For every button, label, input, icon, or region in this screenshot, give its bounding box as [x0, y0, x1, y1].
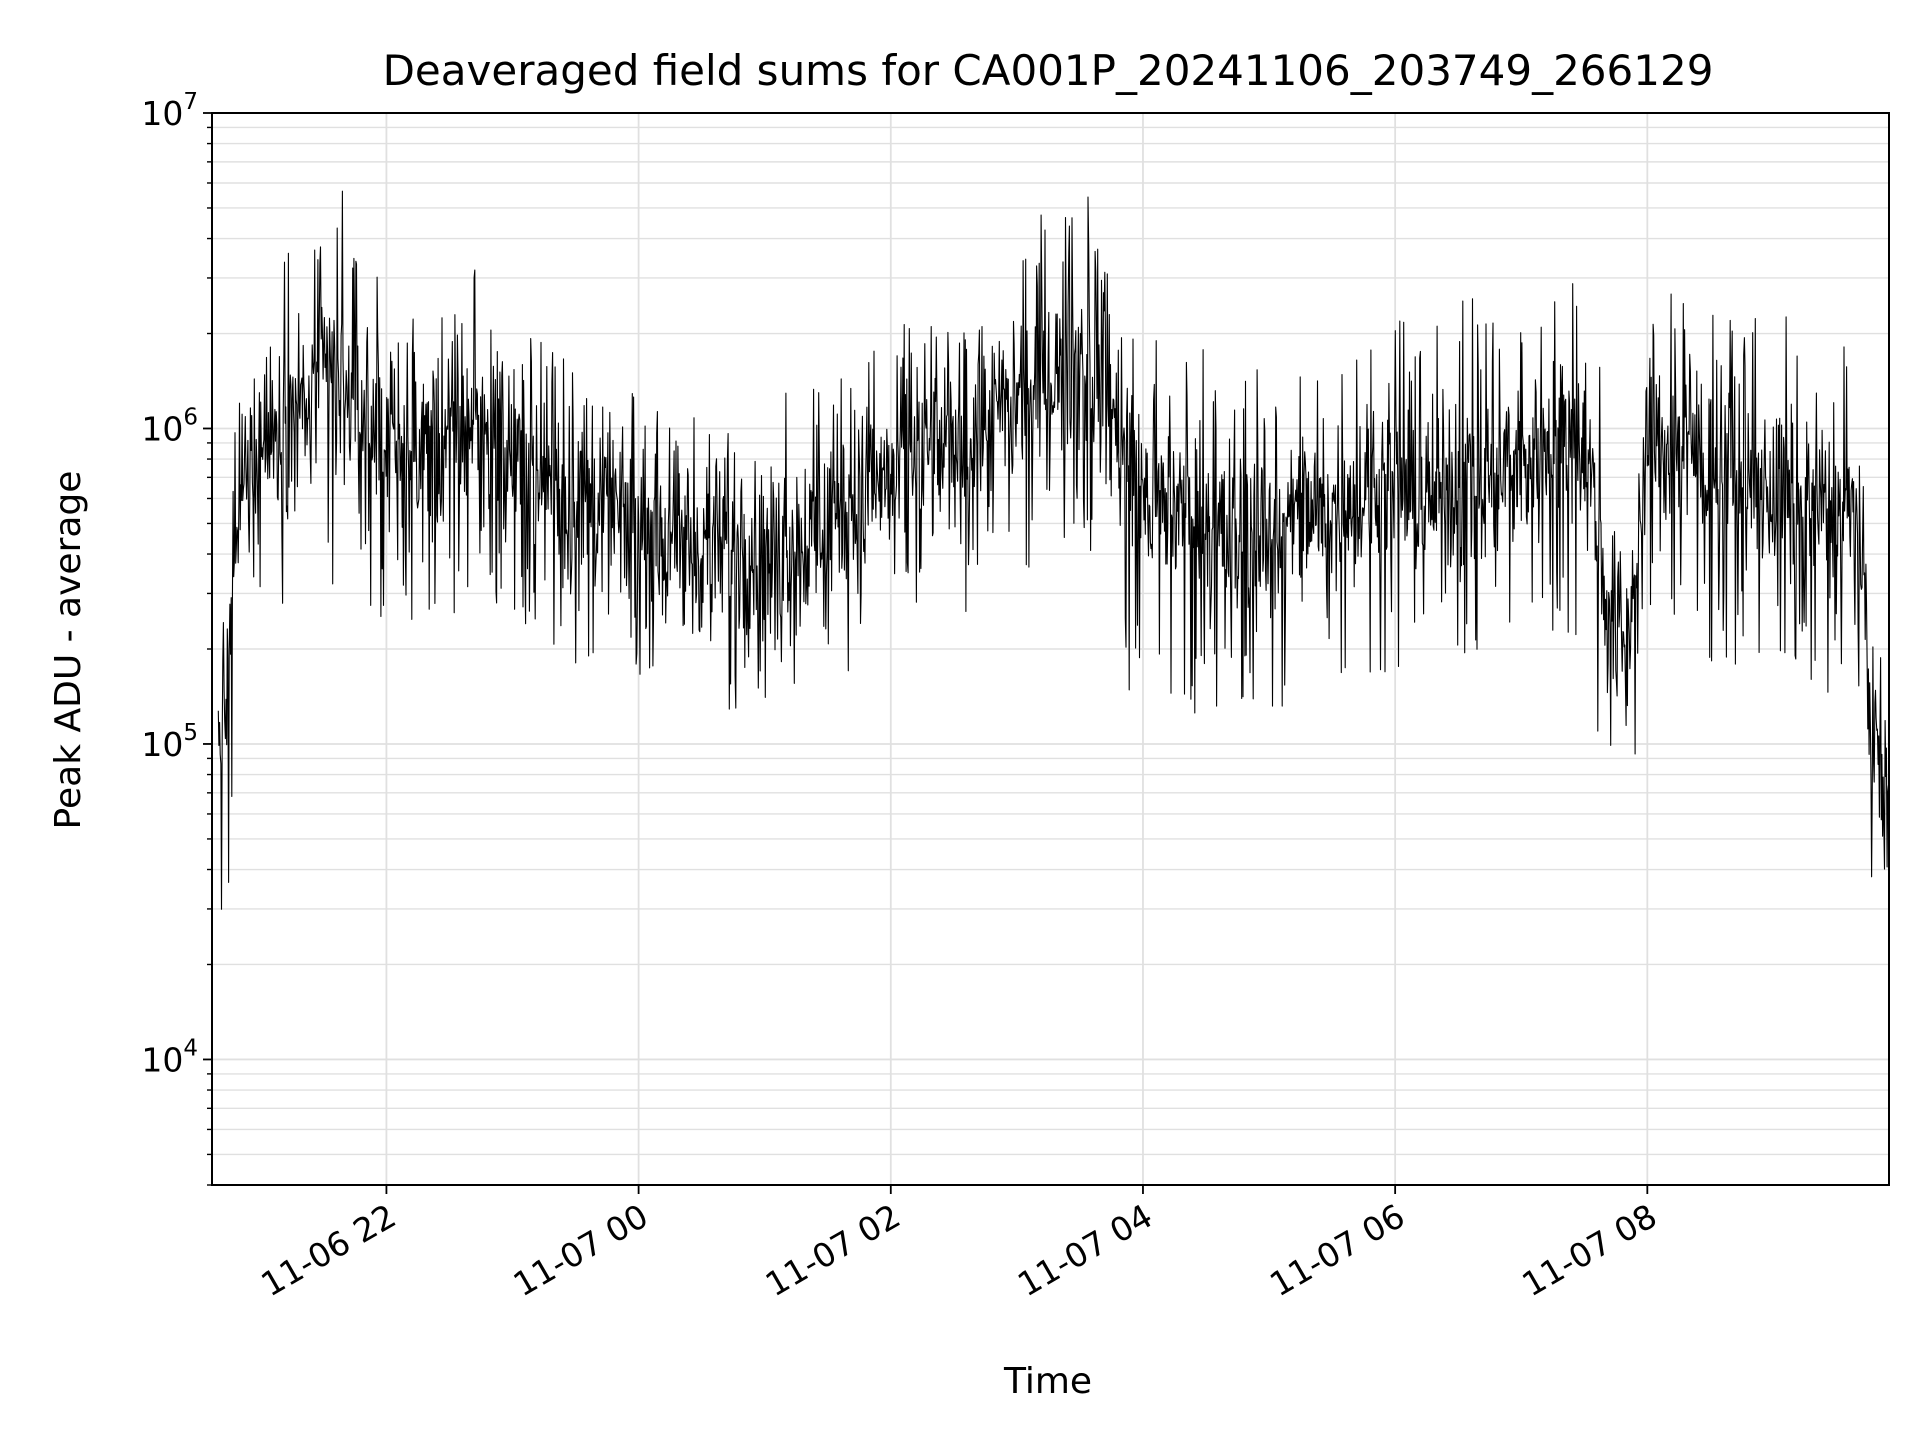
y-tick-label: 106 [141, 404, 198, 448]
y-tick-label: 105 [141, 720, 198, 764]
plot-frame [211, 112, 1890, 1186]
series-line [217, 190, 1890, 910]
x-axis-title: Time [1003, 1361, 1092, 1402]
y-tick-exponent: 5 [183, 720, 198, 746]
y-tick-label: 104 [141, 1035, 198, 1079]
y-tick-base: 10 [141, 94, 183, 133]
y-tick-base: 10 [141, 409, 183, 448]
series-group [217, 190, 1890, 910]
y-tick-exponent: 7 [183, 89, 198, 115]
y-tick-exponent: 6 [183, 404, 198, 430]
y-tick-base: 10 [141, 725, 183, 764]
y-tick-exponent: 4 [183, 1035, 198, 1061]
y-tick-base: 10 [141, 1040, 183, 1079]
y-tick-label: 107 [141, 89, 198, 133]
grid-lines [207, 112, 1889, 1186]
y-axis-title: Peak ADU - average [48, 471, 89, 830]
chart-title: Deaveraged field sums for CA001P_2024110… [383, 46, 1714, 95]
